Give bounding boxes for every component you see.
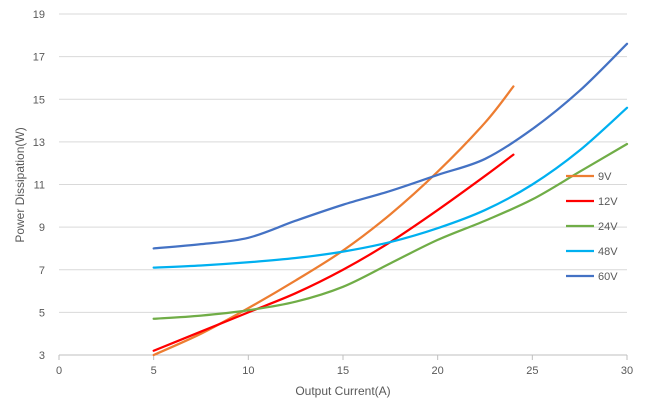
x-tick-label: 5: [151, 365, 157, 377]
y-axis-title: Power Dissipation(W): [13, 127, 27, 242]
y-tick-label: 5: [39, 307, 45, 319]
legend: 9V 12V 24V 48V 60V: [566, 171, 618, 283]
series-line-24v: [152, 142, 629, 320]
y-tick-label: 17: [33, 52, 45, 64]
y-tick-label: 3: [39, 350, 45, 362]
series-line-60v: [152, 42, 629, 250]
legend-label-9v: 9V: [598, 171, 612, 183]
y-tick-label: 15: [33, 94, 45, 106]
gridlines: [59, 13, 627, 356]
series-line-48v: [152, 106, 629, 269]
x-tick-label: 0: [56, 365, 62, 377]
legend-label-48v: 48V: [598, 246, 618, 258]
y-tick-label: 19: [33, 9, 45, 21]
x-tick-label: 20: [432, 365, 444, 377]
x-tick-label: 10: [242, 365, 254, 377]
x-axis-title: Output Current(A): [295, 384, 390, 398]
y-tick-label: 13: [33, 137, 45, 149]
legend-label-60v: 60V: [598, 271, 618, 283]
series-lines: [152, 42, 629, 357]
x-tick-label: 15: [337, 365, 349, 377]
x-tick-label: 30: [621, 365, 633, 377]
legend-label-12v: 12V: [598, 196, 618, 208]
legend-label-24v: 24V: [598, 221, 618, 233]
x-tick-label: 25: [526, 365, 538, 377]
y-tick-label: 11: [34, 180, 45, 192]
y-tick-label: 9: [39, 222, 45, 234]
series-line-12v: [152, 153, 515, 352]
y-tick-label: 7: [39, 265, 45, 277]
